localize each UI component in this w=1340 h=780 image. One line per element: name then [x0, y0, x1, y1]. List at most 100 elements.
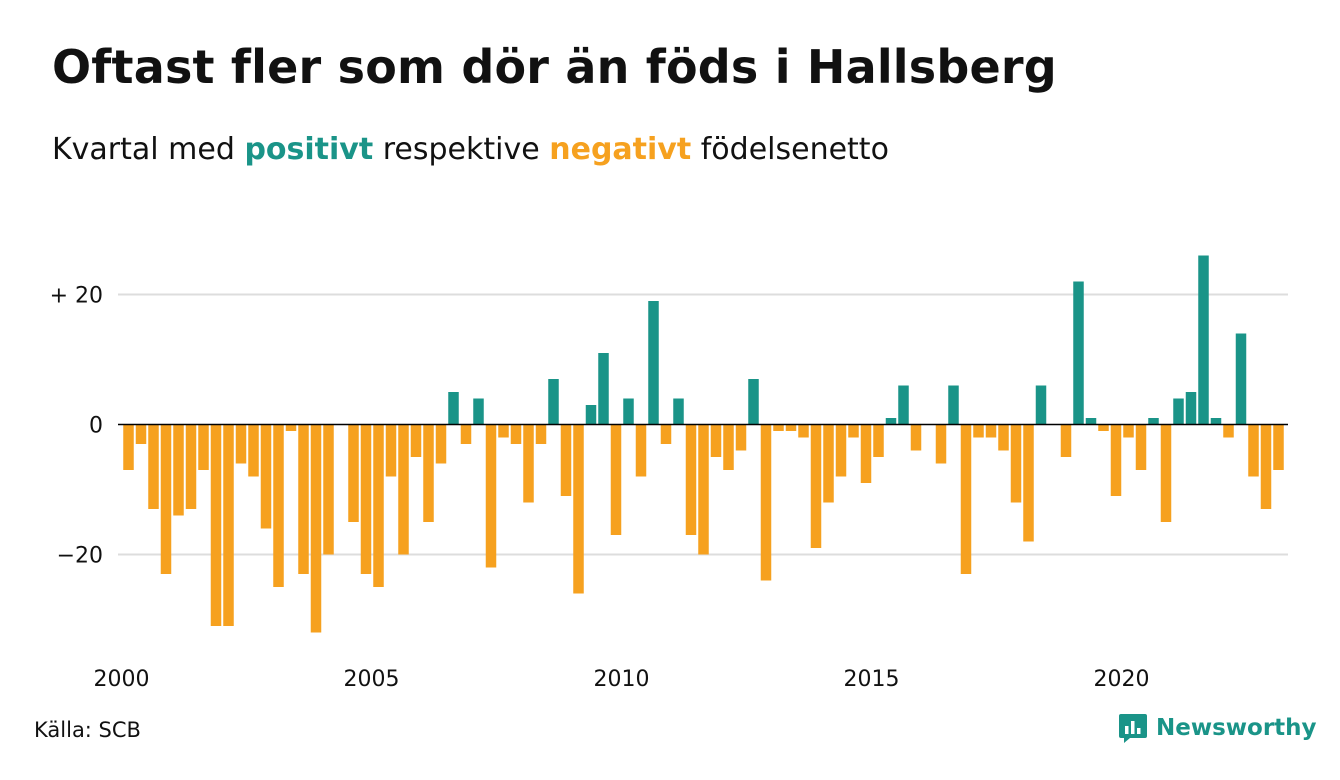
bar-negative	[910, 424, 922, 451]
bar-positive	[548, 379, 559, 425]
bar-negative	[410, 424, 422, 457]
bar-negative	[935, 424, 947, 464]
bar-negative	[210, 424, 222, 626]
bar-negative	[260, 424, 272, 529]
bar-negative	[1098, 424, 1109, 431]
bar-negative	[510, 424, 522, 444]
bar-positive	[1073, 281, 1084, 425]
bar-negative	[960, 424, 972, 574]
bar-negative	[535, 424, 547, 444]
bar-negative	[460, 424, 472, 444]
bar-negative	[760, 424, 772, 581]
bar-negative	[135, 424, 147, 444]
bar-positive	[673, 398, 684, 425]
bar-negative	[1248, 424, 1259, 477]
subtitle-suffix: födelsenetto	[700, 132, 889, 167]
bar-positive	[1085, 418, 1097, 425]
x-tick-label: 2000	[94, 667, 150, 692]
bar-negative	[1160, 424, 1172, 522]
bar-negative	[385, 424, 397, 477]
bar-negative	[798, 424, 809, 438]
bar-negative	[423, 424, 434, 522]
bar-negative	[698, 424, 709, 555]
bar-positive	[1185, 392, 1197, 425]
bar-negative	[560, 424, 572, 496]
bar-negative	[723, 424, 734, 470]
bar-negative	[985, 424, 997, 438]
bar-negative	[148, 424, 159, 509]
bar-negative	[398, 424, 409, 555]
bar-negative	[735, 424, 747, 451]
bar-negative	[323, 424, 334, 555]
bar-negative	[435, 424, 447, 464]
y-tick-label: 0	[89, 414, 103, 439]
bar-negative	[248, 424, 259, 477]
bar-negative	[523, 424, 534, 503]
bar-negative	[573, 424, 584, 594]
bar-negative	[360, 424, 372, 574]
bar-negative	[498, 424, 509, 438]
bar-negative	[1273, 424, 1284, 470]
bar-negative	[710, 424, 722, 457]
chart-title: Oftast fler som dör än föds i Hallsberg	[52, 40, 1057, 94]
subtitle-positive-word: positivt	[244, 132, 374, 167]
bar-positive	[598, 353, 609, 425]
bar-negative	[860, 424, 872, 483]
bar-negative	[973, 424, 984, 438]
subtitle-prefix: Kvartal med	[52, 132, 235, 167]
bar-negative	[198, 424, 209, 470]
bar-negative	[1010, 424, 1022, 503]
bar-positive	[448, 392, 459, 425]
bar-negative	[1110, 424, 1122, 496]
bar-negative	[310, 424, 322, 633]
bar-positive	[473, 398, 484, 425]
bar-negative	[998, 424, 1009, 451]
x-tick-label: 2015	[844, 667, 900, 692]
bar-negative	[285, 424, 297, 431]
bar-positive	[885, 418, 897, 425]
brand-name: Newsworthy	[1156, 715, 1317, 741]
bar-negative	[610, 424, 622, 535]
bar-negative	[1123, 424, 1134, 438]
bar-negative	[660, 424, 672, 444]
brand-logo: Newsworthy	[1118, 712, 1317, 744]
bar-negative	[298, 424, 309, 574]
x-tick-label: 2020	[1094, 667, 1150, 692]
bar-negative	[810, 424, 822, 548]
bar-positive	[898, 385, 909, 425]
source-note: Källa: SCB	[34, 718, 141, 742]
bar-negative	[773, 424, 784, 431]
bar-positive	[1035, 385, 1047, 425]
y-tick-label: −20	[57, 544, 103, 569]
bar-positive	[648, 301, 659, 425]
chart-subtitle: Kvartal med positivt respektive negativt…	[52, 132, 889, 167]
bar-positive	[1148, 418, 1159, 425]
subtitle-middle: respektive	[382, 132, 540, 167]
bar-negative	[685, 424, 697, 535]
bar-positive	[1198, 255, 1209, 425]
y-tick-label: + 20	[50, 284, 103, 309]
bar-positive	[623, 398, 634, 425]
bar-negative	[1223, 424, 1234, 438]
bar-negative	[1060, 424, 1072, 457]
newsworthy-logo-icon	[1119, 714, 1147, 743]
bar-negative	[848, 424, 859, 438]
bar-negative	[1023, 424, 1034, 542]
bar-positive	[585, 405, 597, 425]
bar-negative	[373, 424, 384, 587]
bar-negative	[123, 424, 134, 470]
bar-positive	[1235, 333, 1247, 425]
bar-negative	[223, 424, 234, 626]
bar-negative	[835, 424, 847, 477]
bar-negative	[160, 424, 172, 574]
bar-negative	[348, 424, 359, 522]
x-tick-label: 2005	[344, 667, 400, 692]
bar-positive	[948, 385, 959, 425]
bar-negative	[273, 424, 284, 587]
bar-positive	[1210, 418, 1222, 425]
bar-negative	[1260, 424, 1272, 509]
bar-negative	[873, 424, 884, 457]
bar-negative	[785, 424, 797, 431]
bar-negative	[485, 424, 497, 568]
